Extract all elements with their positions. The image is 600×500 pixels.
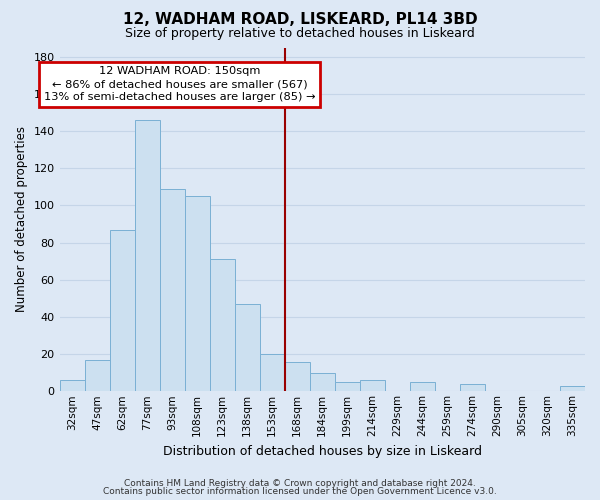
Bar — [59, 380, 85, 392]
Y-axis label: Number of detached properties: Number of detached properties — [15, 126, 28, 312]
Bar — [235, 304, 260, 392]
Bar — [185, 196, 209, 392]
Bar — [285, 362, 310, 392]
Bar — [460, 384, 485, 392]
Bar — [335, 382, 360, 392]
Bar — [160, 188, 185, 392]
Bar — [209, 260, 235, 392]
Bar — [85, 360, 110, 392]
Bar — [310, 372, 335, 392]
Bar — [134, 120, 160, 392]
Bar — [410, 382, 435, 392]
Text: 12, WADHAM ROAD, LISKEARD, PL14 3BD: 12, WADHAM ROAD, LISKEARD, PL14 3BD — [122, 12, 478, 28]
X-axis label: Distribution of detached houses by size in Liskeard: Distribution of detached houses by size … — [163, 444, 482, 458]
Bar — [560, 386, 585, 392]
Bar — [110, 230, 134, 392]
Text: Size of property relative to detached houses in Liskeard: Size of property relative to detached ho… — [125, 28, 475, 40]
Bar — [360, 380, 385, 392]
Text: 12 WADHAM ROAD: 150sqm
← 86% of detached houses are smaller (567)
13% of semi-de: 12 WADHAM ROAD: 150sqm ← 86% of detached… — [44, 66, 316, 102]
Text: Contains HM Land Registry data © Crown copyright and database right 2024.: Contains HM Land Registry data © Crown c… — [124, 478, 476, 488]
Bar — [260, 354, 285, 392]
Text: Contains public sector information licensed under the Open Government Licence v3: Contains public sector information licen… — [103, 487, 497, 496]
